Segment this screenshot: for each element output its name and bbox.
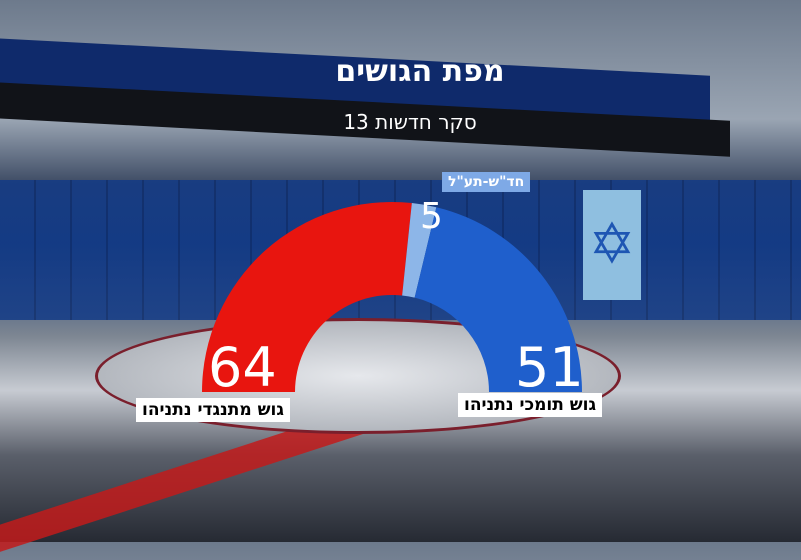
slice-label-anti: גוש מתנגדי נתניהו	[136, 398, 290, 422]
slice-1	[402, 203, 437, 298]
value-label-anti: 64	[208, 336, 277, 399]
value-label-pro: 51	[515, 336, 584, 399]
slice-label-pro: גוש תומכי נתניהו	[458, 393, 603, 417]
page-subtitle: סקר חדשות 13	[343, 110, 477, 134]
value-label-hadash: 5	[420, 196, 443, 237]
slice-0	[202, 202, 412, 392]
slice-2	[414, 207, 582, 392]
page-title: מפת הגושים	[335, 54, 505, 89]
star-of-david-icon: ✡	[583, 190, 641, 300]
slice-label-hadash: חד"ש-תע"ל	[442, 172, 531, 192]
bloc-semicircle-chart	[202, 202, 582, 392]
